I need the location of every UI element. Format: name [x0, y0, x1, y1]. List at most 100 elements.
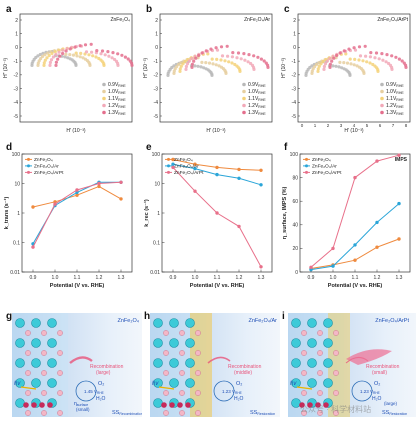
imps-plot-a: ZnFe₂O₄ 2 1 0 -1 -2 -3 -4 -5 H'' (10⁻³) H' (10⁻³) 0…	[3, 13, 134, 134]
data-point	[50, 51, 54, 56]
legend-marker	[380, 89, 384, 94]
schematic-title: ZnFe₂O₄/Ar	[248, 318, 277, 324]
potential-label: 1.45 VRHE	[84, 389, 104, 395]
x-tick-label: 0	[301, 123, 304, 128]
data-point	[75, 193, 79, 197]
recombination-arrow	[69, 356, 93, 364]
legend-marker	[102, 82, 106, 87]
lattice-atom	[57, 410, 63, 416]
lattice-atom	[195, 330, 201, 336]
x-tick-label: 1	[314, 123, 317, 128]
data-point	[377, 57, 381, 61]
lattice-atom	[169, 338, 179, 348]
legend-entry: 0.9VRHE	[108, 82, 126, 88]
data-point	[97, 181, 101, 186]
data-point	[54, 52, 58, 57]
lattice-atom	[195, 370, 201, 376]
y-tick-label: 1	[155, 32, 158, 38]
data-point	[176, 62, 181, 67]
y-tick-label: -4	[154, 100, 159, 106]
lattice-atom	[15, 338, 25, 348]
x-tick-label: 1.1	[74, 275, 81, 281]
data-point	[219, 45, 224, 49]
data-point	[259, 57, 263, 61]
data-point	[220, 54, 225, 58]
lattice-atom	[185, 358, 195, 368]
data-point	[349, 62, 353, 66]
lattice-atom	[47, 358, 57, 368]
data-point	[252, 67, 256, 71]
y-tick-label: 2	[15, 18, 18, 24]
data-point	[63, 55, 67, 59]
lattice-atom	[333, 410, 339, 416]
data-point	[206, 52, 210, 56]
data-point	[225, 44, 229, 48]
y-tick-label: 0.01	[10, 270, 20, 276]
y-tick-label: 20	[292, 246, 298, 252]
data-point	[178, 67, 182, 71]
y-tick-label: -5	[154, 114, 159, 120]
x-tick-label: 1.2	[236, 275, 243, 281]
data-point	[397, 237, 401, 241]
data-point	[353, 243, 357, 247]
imps-plot-c: ZnFe₂O₄/ArPt 2 1 0 -1 -2 -3 -4 -5 H'' (10⁻³) H' (1…	[281, 13, 411, 134]
data-point	[94, 55, 98, 59]
y-tick-label: 0	[155, 45, 158, 51]
data-point	[313, 65, 317, 69]
data-point	[361, 59, 365, 63]
legend-entry: 0.9VRHE	[386, 82, 404, 88]
data-point	[310, 64, 314, 68]
ss-label: SSRestoration	[250, 410, 275, 416]
schematic-title: ZnFe₂O₄	[118, 318, 140, 324]
data-point	[226, 54, 230, 58]
panel-letter: d	[6, 142, 13, 153]
data-point	[325, 59, 329, 63]
lattice-atom	[307, 338, 317, 348]
lattice-atom	[163, 370, 169, 376]
lattice-atom	[333, 390, 339, 396]
data-point	[39, 57, 43, 61]
series-line	[172, 167, 262, 268]
ss-label: SSRecombination	[112, 410, 142, 416]
x-tick-label: 1.3	[118, 275, 125, 281]
data-point	[243, 58, 247, 62]
legend-marker	[305, 157, 308, 161]
y-axis-label: k_rec (s⁻¹)	[143, 199, 150, 227]
y-tick-label: -4	[14, 100, 19, 106]
k-rec-chart: 100 10 1 0.1 0.01 0.9 1.0 1.1 1.2 1.3 Potential (V…	[143, 152, 273, 289]
data-point	[204, 49, 208, 53]
x-tick-label: 7	[392, 123, 395, 128]
data-point	[375, 245, 379, 249]
x-tick-label: 1.3	[396, 275, 403, 281]
data-point	[171, 157, 175, 162]
y-tick-label: -1	[292, 59, 297, 65]
data-point	[239, 57, 243, 61]
charge-carrier	[169, 402, 175, 408]
recombination-level: (large)	[96, 370, 111, 376]
data-point	[338, 60, 342, 64]
eta-tag: (small)	[76, 407, 90, 412]
lattice-atom	[41, 350, 47, 356]
lattice-atom	[25, 410, 31, 416]
data-point	[214, 46, 218, 50]
legend-entry: ZnFe₂O₄/Ar	[312, 164, 337, 170]
lattice-atom	[57, 350, 63, 356]
data-point	[190, 62, 194, 66]
data-point	[99, 52, 103, 56]
data-point	[202, 66, 206, 70]
y-tick-label: -3	[14, 86, 19, 92]
data-point	[58, 54, 62, 58]
lattice-atom	[333, 330, 339, 336]
lattice-atom	[169, 318, 179, 328]
legend-entry: 1.1VRHE	[386, 96, 404, 102]
lattice-atom	[57, 330, 63, 336]
lattice-atom	[185, 378, 195, 388]
data-point	[110, 56, 114, 60]
charge-carrier	[39, 402, 45, 408]
data-point	[43, 58, 47, 62]
data-point	[75, 190, 79, 195]
lattice-atom	[301, 390, 307, 396]
x-axis-label: H' (10⁻³)	[344, 128, 363, 134]
data-point	[400, 59, 404, 63]
legend-entry: 0.9VRHE	[248, 82, 266, 88]
